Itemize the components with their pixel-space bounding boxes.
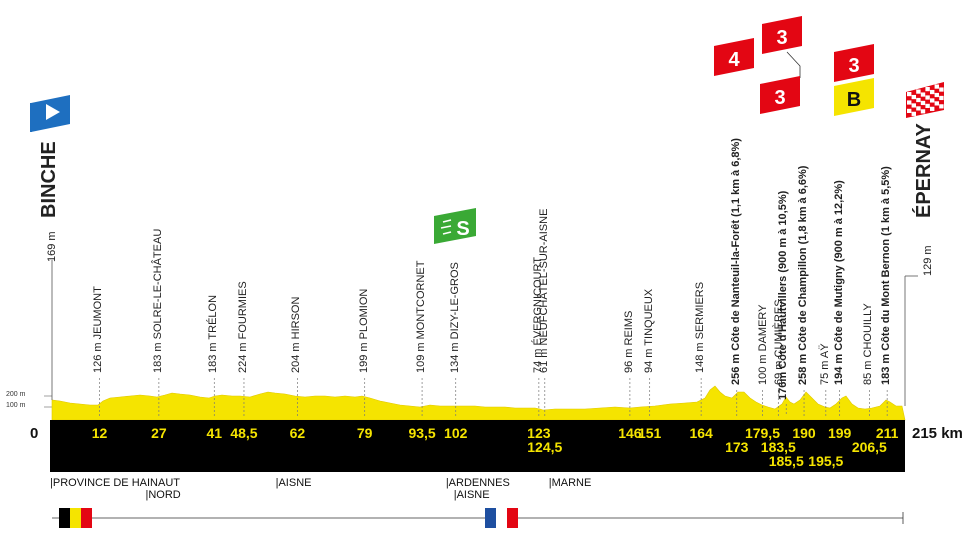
km-marker: 41 (206, 425, 223, 441)
waypoint-label: 75 m AŸ (818, 343, 831, 385)
waypoint-label: 134 m DIZY-LE-GROS (448, 262, 461, 373)
region-label: |ARDENNES (445, 477, 510, 489)
waypoint-label: 85 m CHOUILLY (862, 303, 875, 385)
cat4-badge (714, 38, 754, 76)
km-marker: 199 (827, 425, 852, 441)
km-marker: 12 (91, 425, 108, 441)
checker-cell (925, 95, 930, 100)
waypoint-label: 199 m PLOMION (357, 288, 370, 373)
km-marker: 79 (356, 425, 373, 441)
checker-cell (930, 89, 935, 95)
checker-cell (934, 92, 939, 98)
region-label: |NORD (145, 489, 181, 501)
climb-label: 183 m Côte du Mont Bernon (1 km à 5,5%) (880, 166, 893, 385)
km-marker: 146 (618, 425, 642, 441)
waypoint-label: 100 m DAMERY (757, 304, 770, 386)
waypoint-label: 61 m NEUFCHÂTEL-SUR-AISNE (537, 208, 550, 373)
region-label: |AISNE (275, 477, 312, 489)
km-marker: 164 (689, 425, 713, 441)
waypoint-label: 126 m JEUMONT (92, 286, 105, 373)
waypoint-label: 94 m TINQUEUX (642, 288, 655, 373)
scale-200: 200 m (6, 391, 26, 398)
waypoint-label: 224 m FOURMIES (236, 281, 249, 373)
checker-cell (939, 87, 944, 92)
km-marker: 48,5 (230, 425, 258, 441)
start-altitude: 169 m (46, 231, 58, 262)
cat3-label-a: 3 (776, 27, 787, 49)
start-city: BINCHE (38, 141, 60, 218)
cat3-label-b: 3 (774, 87, 785, 109)
checker-cell (930, 106, 935, 111)
sprint-badge-icon (434, 208, 476, 244)
waypoint-label: 109 m MONTCORNET (415, 260, 428, 373)
km-marker: 190 (792, 425, 816, 441)
cat3-badge-b (760, 76, 800, 114)
checker-cell (934, 84, 939, 89)
km-marker: 151 (637, 425, 662, 441)
km-marker: 124,5 (527, 439, 563, 455)
checker-cell (939, 95, 944, 101)
km-marker: 185,5 (768, 453, 804, 469)
km-marker: 183,5 (760, 439, 796, 455)
km-marker: 206,5 (851, 439, 887, 455)
start-km: 0 (30, 425, 39, 442)
waypoint-label: 204 m HIRSON (290, 296, 303, 373)
checker-cell (907, 100, 912, 105)
checker-cell (916, 106, 921, 111)
km-marker: 211 (875, 425, 899, 441)
checker-cell (930, 98, 935, 103)
climb-label: 256 m Côte de Nanteuil-la-Forêt (1,1 km … (729, 138, 742, 385)
checker-cell (916, 97, 921, 103)
elevation-area (51, 385, 906, 421)
checker-cell (916, 89, 921, 94)
km-marker: 27 (151, 425, 167, 441)
cat3-badge-c (834, 44, 874, 82)
belgium-flag-icon (59, 508, 70, 528)
checker-cell (911, 103, 916, 108)
waypoint-label: 183 m TRÉLON (207, 294, 220, 373)
cat3-label-c: 3 (848, 55, 859, 77)
region-label: |MARNE (548, 477, 592, 489)
km-band (50, 420, 905, 472)
region-label: |PROVINCE DE HAINAUT (50, 477, 180, 489)
km-marker: 62 (289, 425, 306, 441)
checker-cell (939, 104, 944, 109)
region-label: |AISNE (453, 489, 490, 501)
km-marker: 123 (527, 425, 551, 441)
start-flag-icon (30, 95, 70, 132)
checker-cell (920, 92, 926, 97)
km-marker: 93,5 (408, 425, 436, 441)
bonus-badge (834, 78, 874, 116)
sprint-badge-label: S (456, 218, 469, 240)
waypoint-label: 148 m SERMIERS (694, 281, 707, 373)
checker-cell (925, 87, 930, 92)
france-flag-icon (485, 508, 496, 528)
checker-cell (907, 108, 912, 113)
cat3-badge-a (762, 16, 802, 54)
climb-label: 194 m Côte de Mutigny (900 m à 12,2%) (832, 180, 845, 385)
finish-flag-icon (906, 82, 944, 118)
climb-label: 176m Côte d'Hautvillers (900 m à 10,5%) (777, 190, 790, 400)
finish-altitude: 129 m (922, 245, 934, 276)
bonus-label: B (847, 89, 861, 111)
checker-cell (934, 101, 939, 106)
checker-cell (920, 109, 926, 114)
km-marker: 173 (725, 439, 749, 455)
scale-100: 100 m (6, 402, 26, 409)
km-marker: 195,5 (808, 453, 844, 469)
km-marker: 102 (444, 425, 468, 441)
cat4-label: 4 (728, 49, 740, 71)
checker-cell (907, 92, 912, 97)
climb-label: 258 m Côte de Champillon (1,8 km à 6,6%) (797, 165, 810, 385)
finish-city: ÉPERNAY (913, 123, 935, 218)
km-marker: 179,5 (744, 425, 780, 441)
finish-km: 215 km (912, 425, 963, 442)
waypoint-label: 183 m SOLRE-LE-CHÂTEAU (151, 228, 164, 373)
checker-cell (925, 103, 930, 108)
waypoint-label: 96 m REIMS (622, 310, 635, 373)
checker-cell (911, 111, 916, 116)
checker-cell (911, 94, 916, 100)
checker-cell (920, 100, 926, 106)
